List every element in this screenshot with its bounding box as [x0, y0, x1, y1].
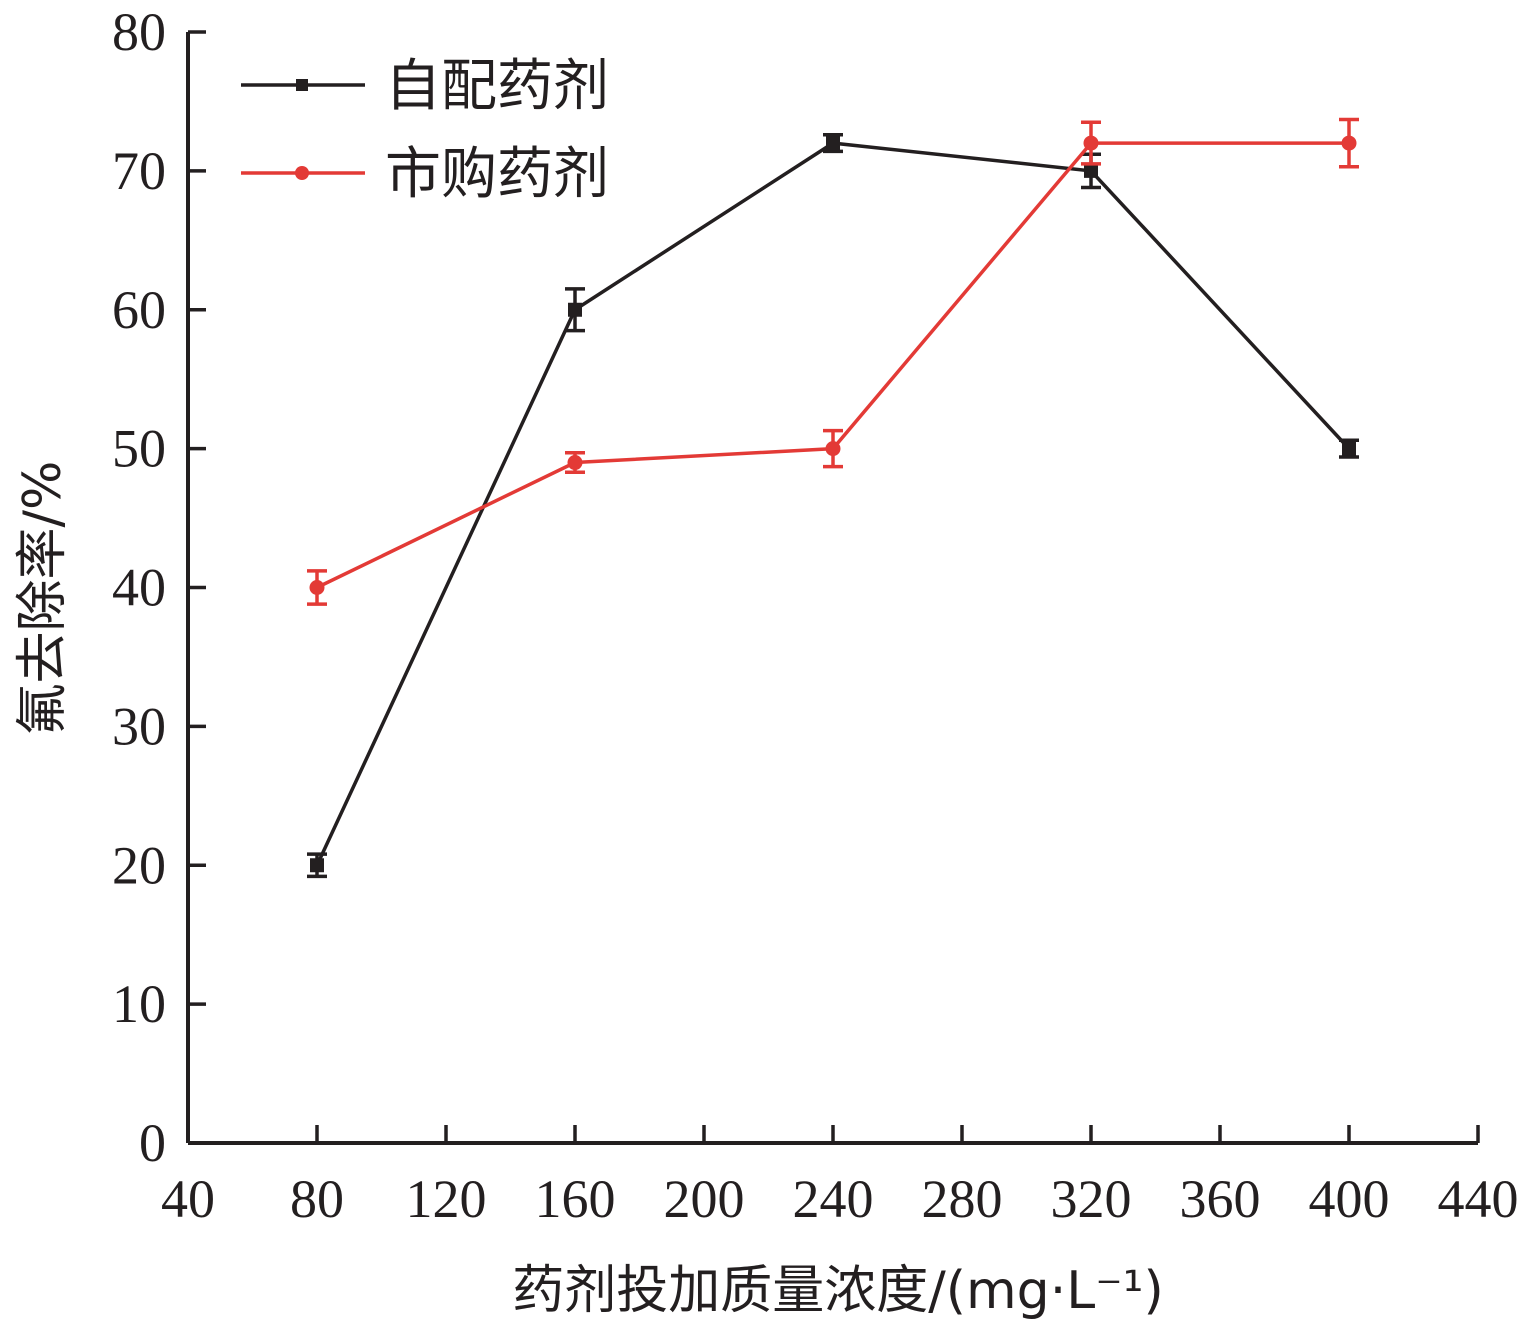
data-point	[1341, 135, 1357, 151]
y-tick-label: 40	[112, 558, 166, 618]
legend-label: 市购药剂	[385, 142, 609, 207]
y-tick-label: 30	[112, 696, 166, 756]
series-line	[315, 141, 1351, 866]
x-tick-label: 360	[1180, 1169, 1261, 1229]
legend-label: 自配药剂	[385, 54, 609, 119]
x-tick-label: 240	[793, 1169, 874, 1229]
x-tick-label: 120	[406, 1169, 487, 1229]
x-tick-label: 280	[922, 1169, 1003, 1229]
plot-area: 40 80 120 160 200 240 280 320 360 400 440 0 10 20 30 40…	[112, 2, 1519, 1229]
data-point	[568, 302, 582, 317]
data-point	[310, 858, 324, 873]
series-line	[316, 141, 1349, 590]
legend-marker	[295, 166, 309, 180]
y-tick-label: 80	[112, 2, 166, 62]
series-2	[307, 117, 1359, 606]
legend-item-1: 自配药剂	[241, 54, 609, 119]
series-layer	[307, 117, 1359, 879]
data-point	[1083, 135, 1099, 151]
y-tick-label: 20	[112, 835, 166, 895]
y-axis-title: 氟去除率/%	[13, 461, 73, 736]
y-tick-label: 60	[112, 280, 166, 340]
legend-marker	[296, 79, 308, 91]
data-point	[567, 455, 583, 471]
x-tick-label: 80	[290, 1169, 344, 1229]
data-point	[1342, 441, 1356, 456]
data-point	[825, 441, 841, 457]
series-1	[307, 133, 1359, 879]
x-tick-label: 160	[535, 1169, 616, 1229]
x-tick-label: 320	[1051, 1169, 1132, 1229]
x-tick-label: 400	[1309, 1169, 1390, 1229]
data-point	[1084, 163, 1098, 178]
y-tick-label: 10	[112, 974, 166, 1034]
y-tick-label: 70	[112, 141, 166, 201]
data-point	[826, 136, 840, 151]
data-point	[309, 580, 325, 595]
x-tick-label: 200	[664, 1169, 745, 1229]
y-tick-label: 50	[112, 419, 166, 479]
x-tick-label: 440	[1438, 1169, 1519, 1229]
legend-item-2: 市购药剂	[241, 142, 609, 207]
x-tick-label: 40	[161, 1169, 215, 1229]
y-tick-label: 0	[139, 1113, 166, 1173]
x-axis-title: 药剂投加质量浓度/(mg·L⁻¹)	[512, 1261, 1164, 1321]
